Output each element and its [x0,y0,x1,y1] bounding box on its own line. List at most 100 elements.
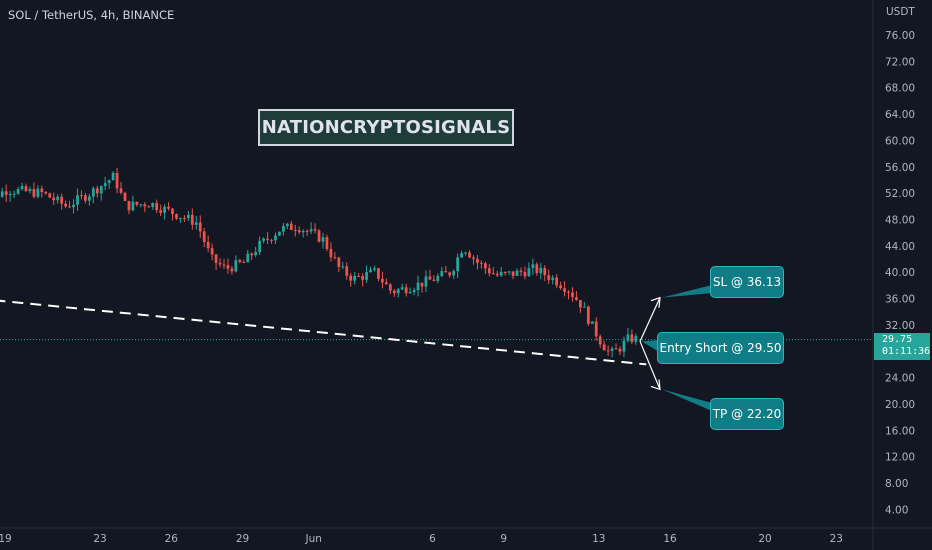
candle-body [183,217,186,219]
candle-body [99,185,103,194]
candle-body [179,217,182,219]
candle-body [68,206,71,208]
y-tick-label: 44.00 [885,241,915,253]
candle-body [194,222,198,225]
y-tick-label: 36.00 [885,294,915,306]
candle-body [377,268,380,279]
candle-body [8,194,12,196]
candle-body [436,276,440,281]
candle-body [460,253,463,258]
candle-body [634,336,638,342]
bar-countdown: 01:11:36 [882,346,931,357]
candle-body [606,350,610,352]
x-tick-label: 6 [429,533,436,545]
tp-arrow [639,341,661,390]
candle-body [278,231,281,236]
y-tick-label: 16.00 [885,425,915,437]
candle-body [202,231,206,242]
candle-body [444,271,448,273]
candle-body [250,253,254,256]
candle-body [309,229,313,232]
candle-body [254,252,258,256]
candle-body [602,344,606,351]
candle-body [416,282,420,291]
y-tick-label: 20.00 [885,399,915,411]
y-tick-label: 68.00 [885,83,915,95]
candle-body [44,191,48,194]
candle-body [159,210,163,213]
candle-body [20,186,24,190]
candle-body [523,272,527,277]
candle-body [503,271,507,273]
candle-body [139,204,143,206]
candle-body [511,271,515,276]
candle-body [598,336,602,345]
candle-body [396,289,400,294]
trendline[interactable] [0,299,647,366]
candle-body [40,188,44,192]
candle-body [301,230,305,233]
candle-body [56,196,60,201]
candle-body [341,266,345,268]
candle-body [95,188,99,194]
candle-body [495,273,499,276]
candle-body [381,278,384,283]
candle-body [218,262,222,265]
candle-body [404,287,408,294]
candle-body [559,285,562,289]
sl-arrow-head [650,296,661,308]
candle-body [337,257,341,267]
entry-callout-pointer [642,340,659,352]
candle-body [468,252,471,258]
candle-body [476,258,479,263]
y-tick-label: 48.00 [885,214,915,226]
entry-short-label[interactable]: Entry Short @ 29.50 [657,332,784,364]
candle-body [483,263,487,269]
candle-body [329,248,333,258]
candle-body [357,275,361,277]
candle-body [563,288,566,292]
candle-body [80,195,83,197]
candle-body [579,300,582,308]
candle-body [313,229,317,231]
y-tick-label: 32.00 [885,320,915,332]
candle-body [626,334,630,341]
candle-body [206,241,210,249]
candle-body [238,260,242,263]
candle-body [87,196,91,201]
y-tick-label: 24.00 [885,373,915,385]
candle-body [428,276,432,280]
candle-body [472,257,475,259]
candle-body [230,268,234,272]
take-profit-label[interactable]: TP @ 22.20 [710,398,784,430]
candle-body [234,260,238,272]
candle-body [535,264,539,274]
x-tick-label: Jun [305,533,322,545]
candle-body [345,266,349,276]
candle-body [448,272,452,276]
candle-body [333,257,337,259]
candle-body [547,275,551,280]
candle-body [582,306,586,308]
candle-body [285,223,289,227]
candle-body [527,268,531,277]
tp-arrow-head [650,379,661,391]
candle-body [64,203,67,207]
stop-loss-label[interactable]: SL @ 36.13 [710,266,784,298]
y-tick-label: 52.00 [885,188,915,200]
symbol-title[interactable]: SOL / TetherUS, 4h, BINANCE [8,8,175,22]
y-tick-label: 72.00 [885,56,915,68]
candle-body [400,287,404,290]
candle-body [0,191,4,197]
candle-body [464,252,467,254]
candle-body [4,191,8,195]
candle-body [190,214,194,225]
candle-body [266,238,269,240]
candle-body [143,204,147,207]
candle-body [630,334,634,342]
candle-body [163,206,166,213]
x-tick-label: 13 [592,533,605,545]
candle-body [293,230,297,232]
